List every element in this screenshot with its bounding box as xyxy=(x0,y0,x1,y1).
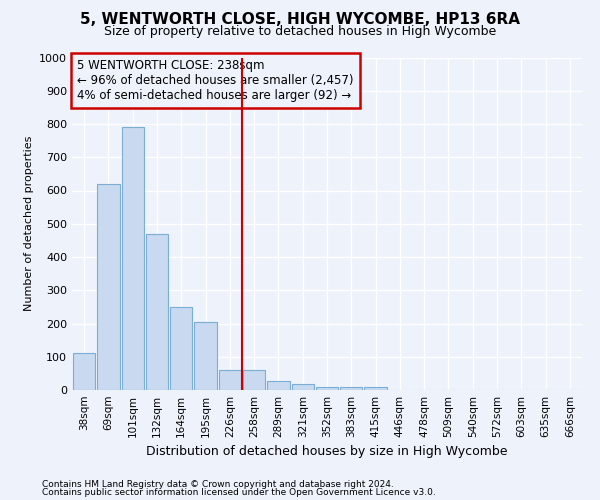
Bar xyxy=(170,307,193,390)
Bar xyxy=(194,322,217,390)
Text: Contains HM Land Registry data © Crown copyright and database right 2024.: Contains HM Land Registry data © Crown c… xyxy=(42,480,394,489)
Bar xyxy=(97,184,119,390)
Bar xyxy=(267,380,290,390)
Text: Size of property relative to detached houses in High Wycombe: Size of property relative to detached ho… xyxy=(104,25,496,38)
Bar xyxy=(364,386,387,390)
X-axis label: Distribution of detached houses by size in High Wycombe: Distribution of detached houses by size … xyxy=(146,446,508,458)
Bar xyxy=(73,354,95,390)
Text: Contains public sector information licensed under the Open Government Licence v3: Contains public sector information licen… xyxy=(42,488,436,497)
Bar xyxy=(316,386,338,390)
Bar xyxy=(218,370,241,390)
Text: 5 WENTWORTH CLOSE: 238sqm
← 96% of detached houses are smaller (2,457)
4% of sem: 5 WENTWORTH CLOSE: 238sqm ← 96% of detac… xyxy=(77,59,353,102)
Text: 5, WENTWORTH CLOSE, HIGH WYCOMBE, HP13 6RA: 5, WENTWORTH CLOSE, HIGH WYCOMBE, HP13 6… xyxy=(80,12,520,28)
Bar xyxy=(243,370,265,390)
Y-axis label: Number of detached properties: Number of detached properties xyxy=(23,136,34,312)
Bar xyxy=(122,128,144,390)
Bar xyxy=(146,234,168,390)
Bar xyxy=(340,386,362,390)
Bar xyxy=(292,384,314,390)
